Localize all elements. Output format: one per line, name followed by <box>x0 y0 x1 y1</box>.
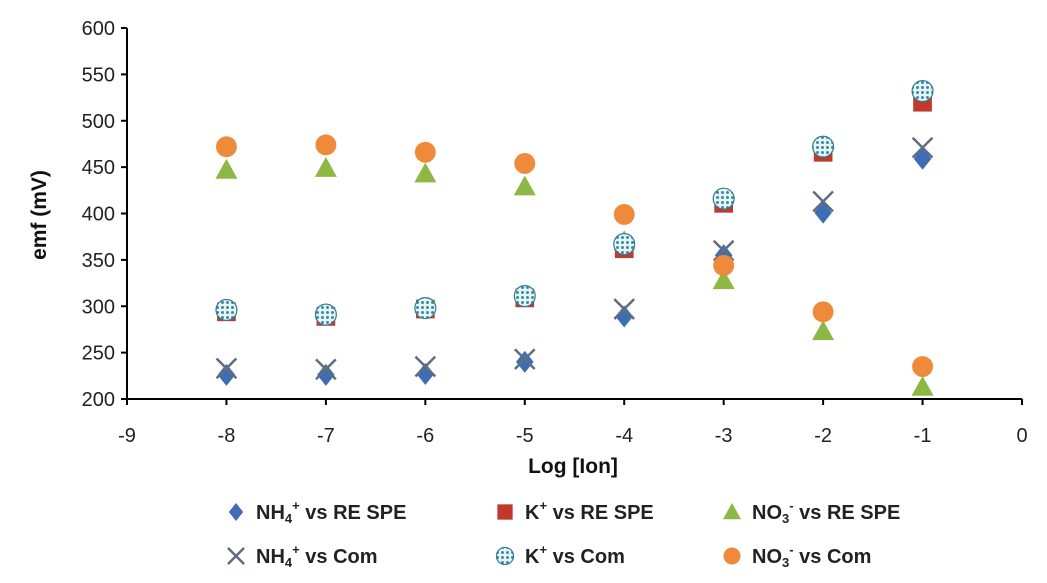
data-point <box>513 175 536 196</box>
y-tick-label: 600 <box>82 18 115 40</box>
x-tick-label: -9 <box>118 425 136 447</box>
y-tick-label: 450 <box>82 157 115 179</box>
y-tick-label: 550 <box>82 64 115 86</box>
data-point <box>315 358 337 381</box>
legend-item: NH4+ vs RE SPE <box>228 498 406 526</box>
y-tick-label: 300 <box>82 296 115 318</box>
x-tick-label: -1 <box>914 425 932 447</box>
data-point <box>911 136 934 159</box>
legend-marker <box>495 546 515 566</box>
axes: 200 250 300 350 400 450 500 550 600 -9 -8 -7 -6 -5 -4 -… <box>82 18 1028 447</box>
legend-item: NO3- vs RE SPE <box>723 498 900 526</box>
y-tick-label: 400 <box>82 204 115 226</box>
series-5 <box>215 80 934 326</box>
data-point <box>414 355 437 378</box>
x-tick-label: -4 <box>615 425 633 447</box>
legend-item: K+ vs Com <box>495 542 625 568</box>
legend-label: NH4+ vs RE SPE <box>256 498 406 526</box>
x-tick-label: -7 <box>317 425 335 447</box>
data-point <box>812 301 834 323</box>
x-tick-label: -6 <box>416 425 434 447</box>
legend-marker <box>228 503 244 521</box>
data-point <box>913 147 932 170</box>
series-4 <box>215 136 934 381</box>
series-3 <box>215 157 934 396</box>
legend-label: NO3- vs RE SPE <box>752 498 900 526</box>
legend-label: K+ vs RE SPE <box>525 498 654 524</box>
data-point <box>712 269 735 290</box>
data-point <box>712 187 735 210</box>
data-point <box>215 357 238 380</box>
legend-marker <box>723 503 741 520</box>
series-1 <box>217 147 932 386</box>
y-axis-title: emf (mV) <box>28 170 51 260</box>
legend-marker <box>723 547 741 565</box>
y-tick-label: 350 <box>82 250 115 272</box>
legend-item: NH4+ vs Com <box>227 542 378 570</box>
x-tick-label: -5 <box>516 425 534 447</box>
x-tick-label: -3 <box>715 425 733 447</box>
data-point <box>217 363 236 386</box>
data-marks <box>215 80 934 396</box>
data-point <box>215 298 238 322</box>
legend-marker <box>497 504 513 520</box>
data-point <box>414 162 437 183</box>
data-point <box>812 190 834 213</box>
data-point <box>713 254 735 276</box>
data-point <box>812 135 835 158</box>
y-tick-label: 200 <box>82 389 115 411</box>
data-point <box>911 375 934 396</box>
data-point <box>514 152 536 174</box>
legend: NH4+ vs RE SPE K+ vs RE SPE NO3- vs RE SPE… <box>227 498 900 570</box>
data-point <box>912 356 934 377</box>
y-tick-label: 500 <box>82 111 115 133</box>
data-point <box>317 363 335 386</box>
data-point <box>414 297 437 320</box>
x-tick-label: -8 <box>218 425 236 447</box>
series-6 <box>215 134 934 377</box>
x-tick-label: 0 <box>1016 425 1027 447</box>
data-point <box>416 362 435 385</box>
data-point <box>414 141 436 163</box>
data-point <box>812 320 835 341</box>
x-axis-title: Log [Ion] <box>528 455 618 478</box>
data-point <box>911 80 934 103</box>
data-point <box>513 348 536 370</box>
legend-item: K+ vs RE SPE <box>497 498 654 524</box>
data-point <box>613 233 636 256</box>
data-point <box>814 201 832 224</box>
legend-marker <box>227 547 245 565</box>
legend-label: K+ vs Com <box>525 542 625 568</box>
data-point <box>215 158 238 179</box>
data-point <box>314 157 337 177</box>
data-point <box>613 203 635 225</box>
data-point <box>215 136 237 158</box>
data-point <box>314 303 337 326</box>
legend-item: NO3- vs Com <box>723 542 871 570</box>
data-point <box>513 284 536 308</box>
data-point <box>712 239 735 262</box>
data-point <box>615 305 634 328</box>
x-tick-label: -2 <box>814 425 832 447</box>
y-tick-label: 250 <box>82 343 115 365</box>
data-point <box>613 298 636 320</box>
legend-label: NO3- vs Com <box>752 542 871 570</box>
data-point <box>315 134 337 156</box>
legend-label: NH4+ vs Com <box>256 542 378 570</box>
